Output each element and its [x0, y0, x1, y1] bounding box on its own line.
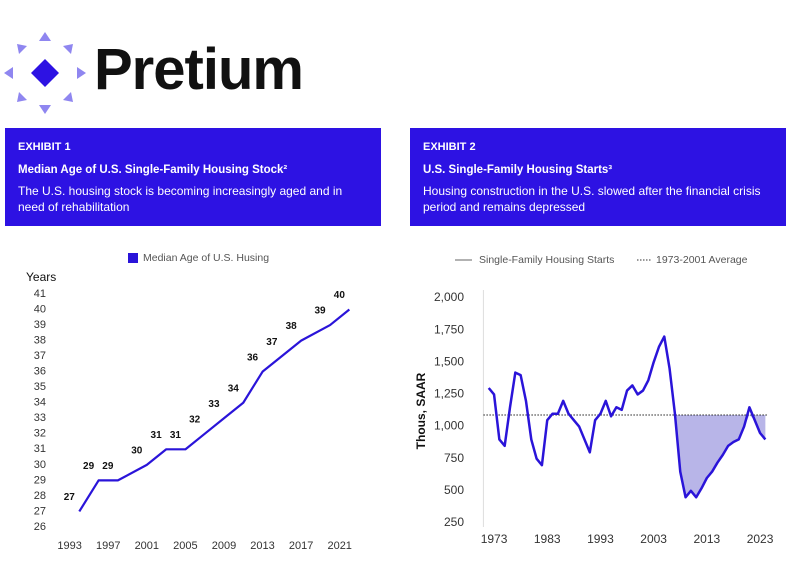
- exhibit-subtitle: Housing construction in the U.S. slowed …: [423, 184, 761, 214]
- exhibit-title: U.S. Single-Family Housing Starts³: [423, 164, 613, 176]
- y-tick-label: 27: [34, 505, 46, 517]
- x-tick-label: 1973: [481, 532, 508, 546]
- y-tick-label: 1,250: [434, 387, 464, 401]
- series-line: [78, 308, 351, 513]
- x-tick-label: 2009: [212, 540, 236, 552]
- x-tick-label: 2021: [327, 540, 351, 552]
- x-tick-label: 2023: [747, 532, 774, 546]
- y-tick-label: 38: [34, 335, 46, 347]
- shaded-area: [674, 415, 766, 498]
- y-tick-label: 26: [34, 521, 46, 533]
- exhibit-label: EXHIBIT 1: [18, 141, 71, 153]
- x-tick-label: 2003: [640, 532, 667, 546]
- exhibit-subtitle: The U.S. housing stock is becoming incre…: [18, 184, 343, 214]
- y-tick-label: 30: [34, 459, 46, 471]
- y-tick-label: 37: [34, 350, 46, 362]
- y-tick-label: 35: [34, 381, 46, 393]
- y-tick-label: 41: [34, 288, 46, 300]
- exhibit-box: EXHIBIT 2 U.S. Single-Family Housing Sta…: [410, 128, 786, 226]
- y-tick-label: 36: [34, 366, 46, 378]
- data-label: 32: [189, 414, 201, 425]
- y-tick-label: 250: [444, 515, 464, 529]
- y-tick-label: 750: [444, 451, 464, 465]
- legend-label: Median Age of U.S. Husing: [143, 252, 269, 264]
- data-label: 34: [228, 383, 240, 394]
- y-tick-label: 29: [34, 474, 46, 486]
- data-label: 39: [315, 306, 327, 317]
- x-tick-label: 1997: [96, 540, 120, 552]
- data-label: 40: [334, 290, 346, 301]
- logo-icon: [4, 32, 86, 114]
- data-label: 29: [102, 461, 114, 472]
- data-label: 37: [266, 337, 278, 348]
- y-axis-title: Thous, SAAR: [414, 372, 428, 449]
- x-tick-label: 2013: [693, 532, 720, 546]
- y-tick-label: 40: [34, 303, 46, 315]
- data-label: 30: [131, 446, 143, 457]
- legend-label: Single-Family Housing Starts: [479, 254, 614, 266]
- y-axis-title: Years: [26, 270, 56, 284]
- series-line: [487, 335, 767, 499]
- y-tick-label: 1,750: [434, 322, 464, 336]
- y-tick-label: 2,000: [434, 290, 464, 304]
- exhibit-title: Median Age of U.S. Single-Family Housing…: [18, 164, 288, 176]
- x-tick-label: 2017: [289, 540, 313, 552]
- data-label: 29: [83, 461, 95, 472]
- x-tick-label: 2001: [135, 540, 159, 552]
- exhibit-label: EXHIBIT 2: [423, 141, 476, 153]
- y-tick-label: 28: [34, 490, 46, 502]
- data-label: 31: [151, 430, 163, 441]
- data-label: 33: [208, 399, 220, 410]
- legend-label: 1973-2001 Average: [656, 254, 748, 266]
- x-tick-label: 1993: [57, 540, 81, 552]
- data-label: 27: [64, 492, 76, 503]
- data-label: 38: [286, 321, 298, 332]
- y-tick-label: 1,500: [434, 354, 464, 368]
- x-tick-label: 1993: [587, 532, 614, 546]
- data-label: 31: [170, 430, 182, 441]
- y-tick-label: 33: [34, 412, 46, 424]
- y-tick-label: 39: [34, 319, 46, 331]
- exhibit-box: EXHIBIT 1 Median Age of U.S. Single-Fami…: [5, 128, 381, 226]
- x-tick-label: 2013: [250, 540, 274, 552]
- x-tick-label: 2005: [173, 540, 197, 552]
- y-tick-label: 500: [444, 483, 464, 497]
- data-label: 36: [247, 352, 259, 363]
- legend-swatch: [128, 253, 138, 263]
- y-tick-label: 32: [34, 428, 46, 440]
- y-tick-label: 1,000: [434, 419, 464, 433]
- y-tick-label: 34: [34, 397, 46, 409]
- y-tick-label: 31: [34, 443, 46, 455]
- logo: Pretium: [94, 37, 304, 102]
- x-tick-label: 1983: [534, 532, 561, 546]
